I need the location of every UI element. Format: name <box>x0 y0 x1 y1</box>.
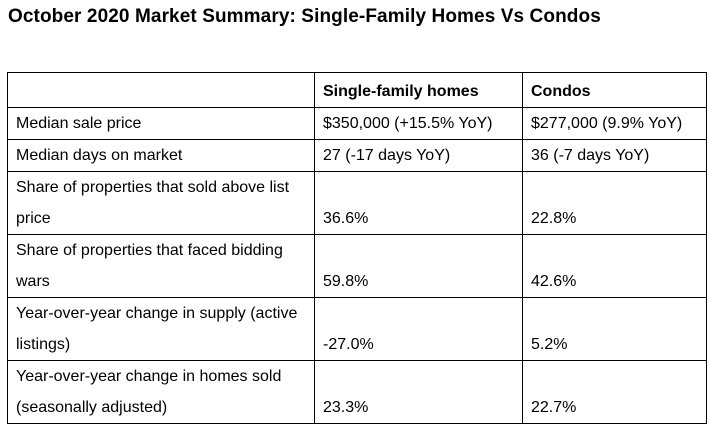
single-family-value-cell: 23.3% <box>314 360 523 424</box>
table-row: Share of properties that sold above list… <box>7 171 707 235</box>
header-cell-metric <box>7 72 315 108</box>
single-family-value-cell: -27.0% <box>314 297 523 361</box>
condos-value-cell: 22.8% <box>522 171 707 235</box>
header-cell-condos: Condos <box>522 72 707 108</box>
page-title: October 2020 Market Summary: Single-Fami… <box>8 6 601 27</box>
single-family-value-cell: $350,000 (+15.5% YoY) <box>314 107 523 140</box>
single-family-value-cell: 27 (-17 days YoY) <box>314 139 523 172</box>
metric-cell: Median days on market <box>7 139 315 172</box>
table-row: Median days on market 27 (-17 days YoY) … <box>7 139 707 172</box>
single-family-value-cell: 36.6% <box>314 171 523 235</box>
condos-value-cell: 5.2% <box>522 297 707 361</box>
table-row: Year-over-year change in homes sold (sea… <box>7 360 707 424</box>
table-header-row: Single-family homes Condos <box>7 72 707 108</box>
condos-value-cell: 42.6% <box>522 234 707 298</box>
metric-cell: Share of properties that faced bidding w… <box>7 234 315 298</box>
single-family-value-cell: 59.8% <box>314 234 523 298</box>
table-row: Share of properties that faced bidding w… <box>7 234 707 298</box>
condos-value-cell: 36 (-7 days YoY) <box>522 139 707 172</box>
metric-cell: Share of properties that sold above list… <box>7 171 315 235</box>
header-cell-single-family: Single-family homes <box>314 72 523 108</box>
table-row: Median sale price $350,000 (+15.5% YoY) … <box>7 107 707 140</box>
table-row: Year-over-year change in supply (active … <box>7 297 707 361</box>
condos-value-cell: $277,000 (9.9% YoY) <box>522 107 707 140</box>
metric-cell: Year-over-year change in homes sold (sea… <box>7 360 315 424</box>
metric-cell: Median sale price <box>7 107 315 140</box>
condos-value-cell: 22.7% <box>522 360 707 424</box>
metric-cell: Year-over-year change in supply (active … <box>7 297 315 361</box>
market-summary-table: Single-family homes Condos Median sale p… <box>7 72 707 424</box>
